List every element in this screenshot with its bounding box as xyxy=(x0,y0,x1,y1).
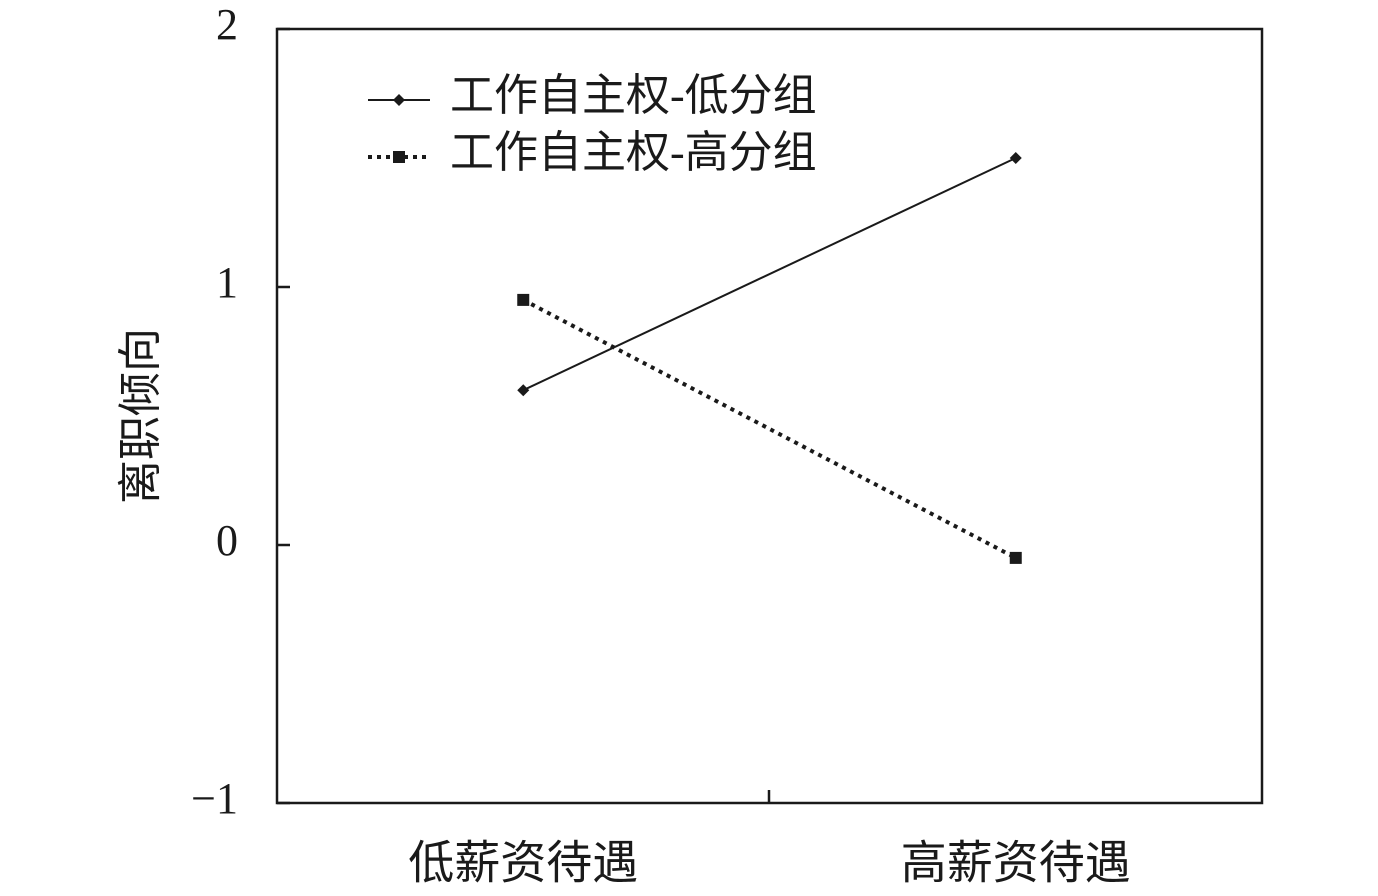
point xyxy=(1009,152,1022,164)
series-line xyxy=(522,298,1017,560)
legend-marker xyxy=(393,151,405,163)
point xyxy=(1009,551,1022,564)
x-tick-label: 高薪资待遇 xyxy=(901,838,1131,889)
y-tick-label: 1 xyxy=(216,258,238,307)
y-axis-label: 离职倾向 xyxy=(116,328,165,504)
y-tick-label: 2 xyxy=(216,0,238,49)
point xyxy=(517,384,530,397)
point xyxy=(517,293,530,306)
y-tick-label: 0 xyxy=(216,516,238,565)
series-line xyxy=(522,157,1017,392)
x-tick-label: 低薪资待遇 xyxy=(408,838,638,889)
legend-marker xyxy=(393,94,405,106)
legend-label: 工作自主权-高分组 xyxy=(450,128,817,177)
legend-label: 工作自主权-低分组 xyxy=(450,71,817,120)
y-tick-label: −1 xyxy=(191,774,238,823)
